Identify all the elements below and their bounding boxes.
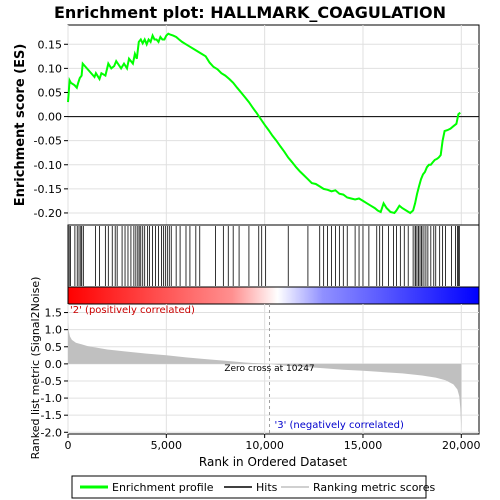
enrichment-y-tick-label: 0.05 — [38, 86, 63, 99]
ranked-metric-y-ticks: -2.0 -1.5 -1.0 -0.5 0.0 0.5 1.0 1.5 — [41, 307, 68, 439]
ranked-metric-y-tick-label: -0.5 — [41, 375, 62, 388]
enrichment-y-tick-label: 0.15 — [38, 38, 63, 51]
hits-panel — [67, 224, 480, 288]
ranking-gradient-bar — [67, 286, 480, 305]
x-tick-label: 10,000 — [245, 439, 284, 452]
x-tick-label: 0 — [65, 439, 72, 452]
hits-frame — [67, 224, 480, 288]
enrichment-y-tick-label: -0.10 — [34, 159, 62, 172]
positively-correlated-label: '2' (positively correlated) — [70, 305, 195, 316]
zero-cross-label: Zero cross at 10247 — [224, 364, 314, 374]
legend: Enrichment profile Hits Ranking metric s… — [71, 475, 435, 499]
ranked-metric-y-tick-label: 0.5 — [45, 341, 63, 354]
chart-title: Enrichment plot: HALLMARK_COAGULATION — [54, 3, 446, 22]
ranked-metric-y-tick-label: -1.5 — [41, 409, 62, 422]
ranked-metric-y-tick-label: -1.0 — [41, 392, 62, 405]
enrichment-y-tick-label: -0.20 — [34, 207, 62, 220]
enrichment-y-tick-label: 0.10 — [38, 62, 63, 75]
ranking-color-bar — [67, 286, 480, 305]
ranked-metric-panel: Zero cross at 10247 '2' (positively corr… — [29, 277, 480, 460]
legend-metric-label: Ranking metric scores — [313, 481, 435, 494]
legend-hits-label: Hits — [256, 481, 278, 494]
x-tick-label: 20,000 — [442, 439, 481, 452]
x-tick-label: 15,000 — [344, 439, 383, 452]
x-tick-label: 5,000 — [151, 439, 183, 452]
enrichment-y-tick-label: -0.15 — [34, 183, 62, 196]
ranked-metric-y-tick-label: 1.5 — [45, 307, 63, 320]
x-axis-ticks: 0 5,000 10,000 15,000 20,000 — [65, 434, 481, 452]
enrichment-profile-line — [67, 32, 461, 215]
enrichment-y-tick-label: -0.05 — [34, 135, 62, 148]
enrichment-panel: -0.20 -0.15 -0.10 -0.05 0.00 0.05 0.10 0.15 Enr… — [13, 24, 480, 226]
ranked-metric-y-tick-label: 0.0 — [45, 358, 63, 371]
ranked-metric-y-tick-label: 1.0 — [45, 324, 63, 337]
negatively-correlated-label: '3' (negatively correlated) — [274, 420, 403, 431]
enrichment-y-axis-label: Enrichment score (ES) — [13, 44, 28, 207]
enrichment-y-tick-label: 0.00 — [38, 111, 63, 124]
enrichment-y-ticks: -0.20 -0.15 -0.10 -0.05 0.00 0.05 0.10 0.15 — [34, 38, 68, 220]
legend-profile-label: Enrichment profile — [112, 481, 214, 494]
ranked-metric-y-tick-label: -2.0 — [41, 426, 62, 439]
hits-markers — [68, 226, 460, 286]
ranked-metric-y-axis-label: Ranked list metric (Signal2Noise) — [29, 277, 42, 460]
x-axis-label: Rank in Ordered Dataset — [199, 455, 347, 469]
ranked-metric-gridlines — [67, 304, 479, 434]
